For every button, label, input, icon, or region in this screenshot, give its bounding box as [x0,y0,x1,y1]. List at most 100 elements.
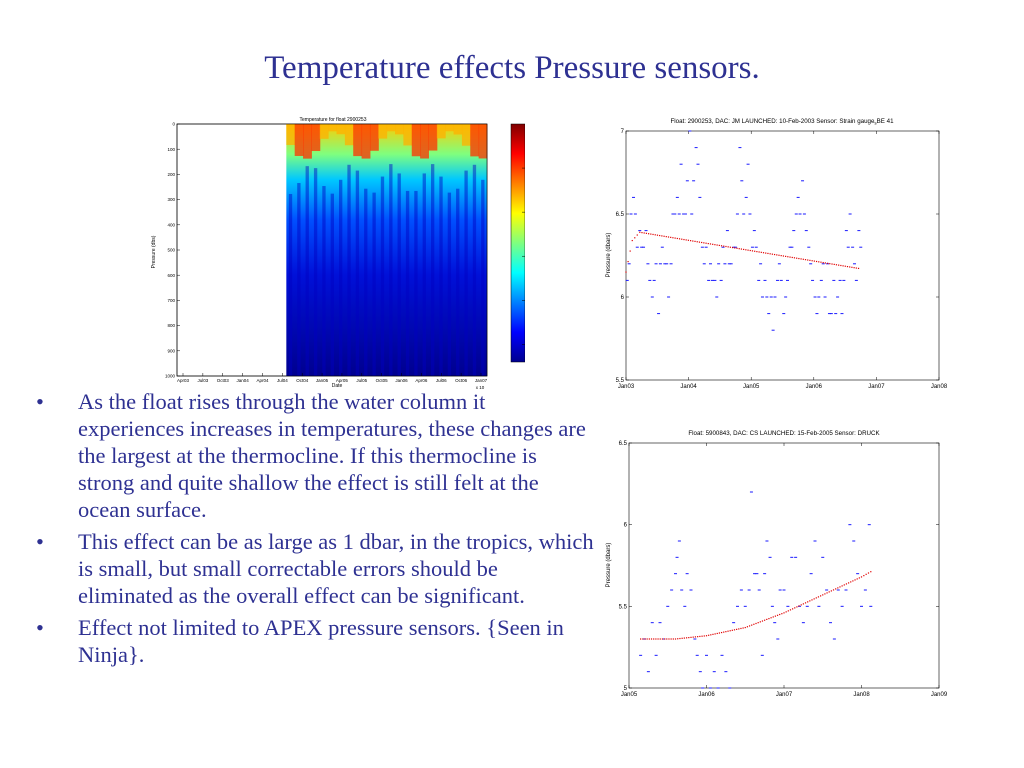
data-point [770,605,774,607]
data-point [715,296,719,298]
fit-point [798,257,800,260]
fit-point [796,257,798,259]
fit-point [654,234,656,236]
data-point [695,654,699,656]
fit-point [865,573,867,575]
fit-point [851,266,853,268]
scatter2-ticks: Jan05 Jan06 Jan07 Jan08 Jan09 5 5.5 6 6.5 [619,441,948,698]
fit-point [804,602,807,604]
pressure-scatter-chart-1: Float: 2900253, DAC: JM LAUNCHED: 10-Feb… [606,118,948,390]
data-point [709,263,713,265]
fit-point [838,264,840,266]
fit-point [683,238,685,241]
data-point [654,263,658,265]
fit-point [687,239,689,241]
data-point [860,605,863,607]
fit-point [747,249,749,251]
fit-point [716,632,718,635]
data-point [746,163,750,165]
data-point [796,196,800,198]
slide-title: Temperature effects Pressure sensors. [264,50,760,86]
data-point [728,687,732,689]
data-point [660,246,664,248]
fit-point [644,638,646,640]
data-point [738,147,742,149]
data-point [802,213,806,215]
fit-point [822,594,824,596]
data-point [852,540,856,542]
fit-point [683,637,685,639]
fit-point [792,608,794,610]
data-point [798,213,802,215]
data-point [765,296,769,298]
fit-point [720,245,723,247]
heatmap-y-tick-label: 500 [167,248,175,253]
heatmap-warm-band [303,124,312,159]
heatmap-warm-band [453,124,463,135]
fit-point [832,589,835,591]
heatmap-cold-streak [372,192,376,376]
scatter2-ylabel: Pressure (dbars) [606,543,612,588]
heatmap-x-tick-label: Oct03 [217,378,230,383]
fit-point [645,232,648,234]
x-tick-label: Jan08 [931,384,948,390]
data-point [688,130,692,132]
data-point [707,279,711,281]
scatter1-ticks: Jan03 Jan04 Jan05 Jan06 Jan07 Jan08 5.5 6 6.5 7 [616,129,948,390]
data-point [844,230,848,232]
fit-point [853,267,855,269]
fit-point [643,232,645,234]
data-point [736,605,739,607]
data-point [696,163,700,165]
data-point [690,213,694,215]
fit-point [631,239,633,242]
fit-point [657,638,659,640]
heatmap-warm-band [328,124,337,132]
heatmap-cold-streak [447,192,452,376]
fit-point [727,630,729,632]
data-point [708,687,712,689]
fit-point [798,605,800,607]
fit-point [749,249,751,252]
data-point [767,313,771,315]
heatmap-y-tick-label: 800 [167,323,175,328]
data-point [794,213,798,215]
data-point [716,687,720,689]
heatmap-warm-band [294,124,304,156]
fit-point [738,628,740,630]
bullet-item: • This effect can be as large as 1 dbar, … [36,528,596,609]
data-point [782,589,786,591]
heatmap-warm-band [344,124,354,146]
data-point [732,622,736,624]
data-point [683,213,687,215]
data-point [786,279,790,281]
heatmap-x-tick-label: Jan05 [316,378,329,383]
fit-point [709,243,712,245]
data-point [677,540,681,542]
fit-point [762,252,765,254]
fit-point [778,254,780,256]
fit-point [768,617,770,620]
data-point [666,605,670,607]
data-point [759,263,763,265]
heatmap-cold-streak [397,173,401,376]
data-point [771,329,775,331]
data-point [840,313,844,315]
fit-point [807,601,809,603]
heatmap-warm-band [361,124,371,159]
heatmap-x-tick-label: Jul03 [197,378,208,383]
fit-point [824,593,826,595]
data-point [658,622,662,624]
data-point [869,605,873,607]
fit-point [653,638,655,640]
data-point [642,246,646,248]
data-point [784,296,788,298]
data-point [809,573,813,575]
fit-point [769,253,771,255]
data-point [765,540,769,542]
x-tick-label: Jan06 [806,384,823,390]
fit-point [698,241,701,243]
heatmap-y-tick-label: 1000 [165,374,176,379]
data-point [827,313,831,315]
data-point [848,213,852,215]
